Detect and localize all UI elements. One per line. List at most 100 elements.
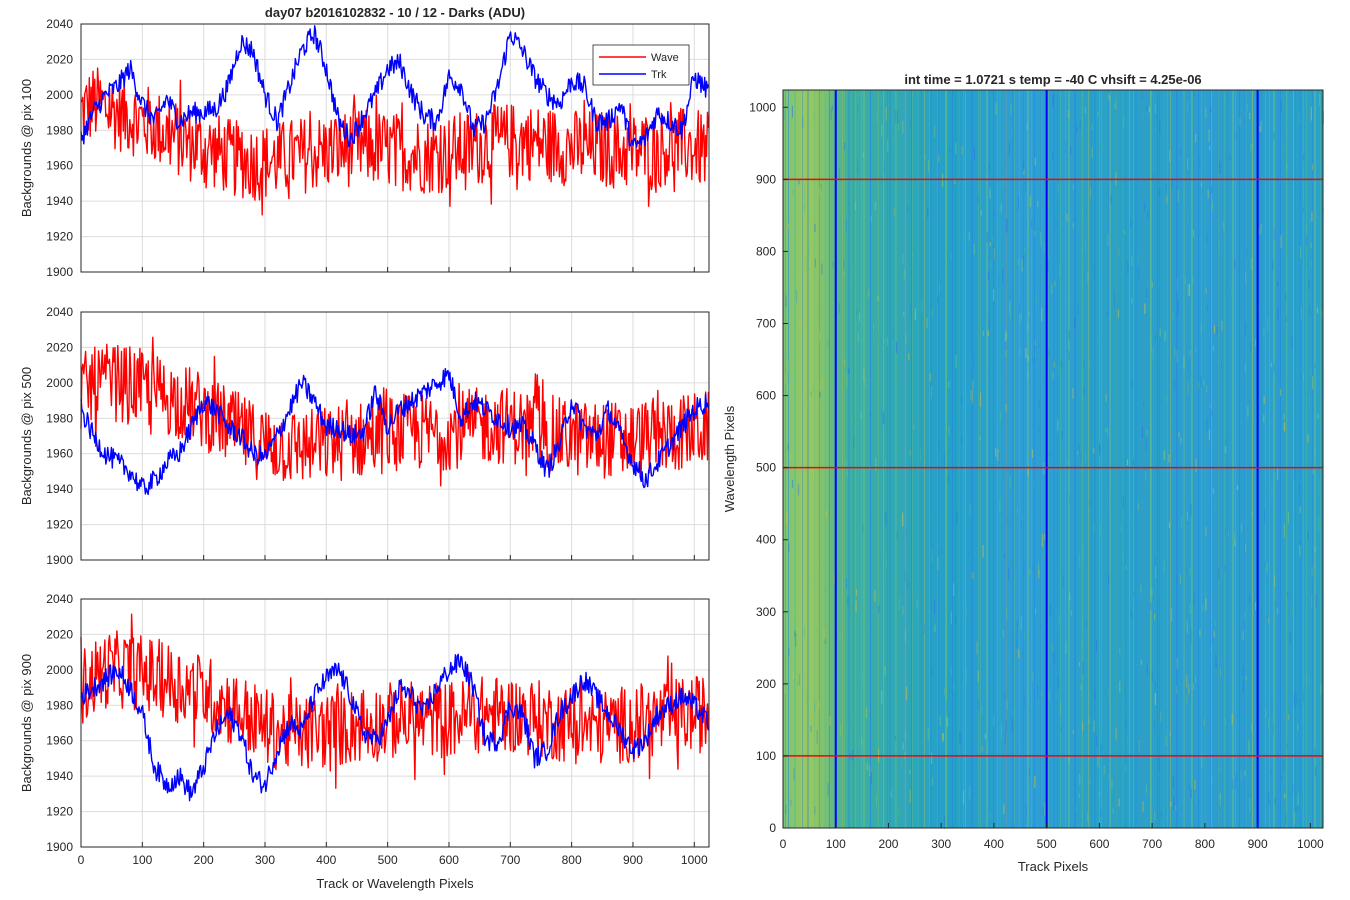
heatmap-speckle	[1169, 732, 1171, 737]
heatmap-speckle	[1219, 799, 1221, 811]
heatmap-speckle	[1229, 154, 1231, 160]
heatmap-speckle	[858, 312, 861, 321]
heatmap-speckle	[1186, 511, 1188, 521]
heatmap-speckle	[1280, 235, 1282, 249]
heatmap-speckle	[886, 337, 889, 346]
heatmap-speckle	[1281, 775, 1283, 781]
heatmap-speckle	[1091, 439, 1093, 453]
heatmap-speckle	[1188, 684, 1190, 695]
heatmap-speckle	[884, 573, 887, 578]
heatmap-speckle	[1099, 443, 1101, 456]
x-tick-label: 1000	[1297, 837, 1324, 851]
heatmap-speckle	[791, 105, 793, 118]
heatmap-speckle	[814, 223, 816, 232]
heatmap-speckle	[1287, 714, 1290, 720]
heatmap-speckle	[940, 547, 942, 554]
heatmap-speckle	[1245, 321, 1247, 336]
heatmap-speckle	[1124, 175, 1126, 183]
heatmap-speckle	[872, 326, 874, 332]
heatmap-speckle	[951, 428, 953, 434]
legend[interactable]: Wave Trk	[592, 44, 690, 86]
heatmap-speckle	[1138, 264, 1140, 279]
heatmap-speckle	[1072, 729, 1074, 734]
heatmap-speckle	[981, 746, 983, 752]
heatmap-speckle	[993, 248, 995, 259]
heatmap-speckle	[1154, 693, 1156, 705]
heatmap-speckle	[1053, 361, 1055, 368]
heatmap-speckle	[1075, 806, 1077, 811]
heatmap-speckle	[926, 318, 928, 329]
heatmap-speckle	[819, 391, 821, 398]
heatmap-speckle	[989, 812, 991, 820]
heatmap-speckle	[798, 673, 801, 685]
heatmap-speckle	[1267, 318, 1269, 332]
heatmap-speckle	[1297, 793, 1299, 805]
heatmap-speckle	[1122, 496, 1124, 509]
heatmap-speckle	[1043, 241, 1045, 254]
y-axis-label: Backgrounds @ pix 900	[19, 654, 34, 792]
heatmap-speckle	[909, 770, 911, 775]
heatmap-speckle	[1190, 788, 1192, 798]
heatmap-speckle	[1000, 203, 1002, 213]
heatmap-speckle	[1118, 798, 1120, 807]
heatmap-speckle	[1206, 234, 1209, 243]
heatmap-speckle	[1269, 799, 1271, 807]
heatmap-speckle	[839, 631, 841, 641]
heatmap-speckle	[1032, 358, 1035, 364]
heatmap-speckle	[881, 124, 883, 136]
heatmap-speckle	[1070, 146, 1072, 155]
heatmap-speckle	[1297, 724, 1299, 731]
heatmap-speckle	[1053, 652, 1055, 664]
series-wave	[80, 613, 710, 789]
heatmap-speckle	[822, 378, 824, 391]
heatmap-speckle	[1210, 647, 1212, 654]
heatmap-speckle	[1006, 699, 1008, 710]
heatmap-speckle	[1285, 813, 1287, 825]
heatmap-speckle	[932, 541, 934, 555]
heatmap-speckle	[1016, 620, 1018, 634]
heatmap-speckle	[1192, 683, 1195, 690]
heatmap-speckle	[997, 559, 999, 565]
heatmap-speckle	[1105, 427, 1107, 433]
heatmap-speckle	[1211, 775, 1213, 784]
heatmap-speckle	[910, 304, 912, 317]
heatmap-speckle	[1193, 90, 1195, 96]
heatmap-speckle	[1200, 323, 1202, 335]
heatmap-speckle	[852, 749, 854, 761]
heatmap-speckle	[1160, 711, 1162, 722]
heatmap-speckle	[1310, 106, 1312, 121]
heatmap-speckle	[1159, 328, 1161, 337]
heatmap-speckle	[1284, 793, 1286, 799]
heatmap-speckle	[1138, 740, 1140, 753]
x-tick-label: 200	[878, 837, 898, 851]
heatmap-speckle	[1041, 691, 1043, 698]
heatmap-speckle	[931, 777, 934, 786]
heatmap-speckle	[1008, 567, 1010, 581]
heatmap-speckle	[1008, 142, 1010, 156]
y-tick-label: 700	[756, 317, 776, 331]
heatmap-speckle	[1277, 308, 1279, 320]
heatmap-speckle	[1047, 259, 1049, 272]
y-tick-label: 2020	[46, 627, 73, 641]
heatmap-speckle	[1144, 303, 1146, 314]
y-tick-label: 2020	[46, 340, 73, 354]
heatmap-speckle	[1276, 281, 1279, 288]
y-tick-label: 1900	[46, 265, 73, 279]
heatmap-speckle	[1223, 566, 1226, 571]
y-tick-label: 1940	[46, 482, 73, 496]
y-tick-label: 2000	[46, 376, 73, 390]
heatmap-speckle	[845, 460, 847, 466]
heatmap-speckle	[1087, 271, 1089, 283]
heatmap-speckle	[1132, 518, 1134, 525]
heatmap-speckle	[1216, 327, 1218, 335]
heatmap-speckle	[894, 735, 897, 741]
heatmap-speckle	[1066, 459, 1068, 466]
heatmap-speckle	[937, 296, 939, 303]
heatmap-speckle	[1193, 106, 1195, 116]
heatmap-speckle	[853, 712, 855, 721]
heatmap-speckle	[1176, 658, 1178, 669]
x-tick-marks	[80, 267, 695, 272]
heatmap-speckle	[1047, 198, 1049, 209]
heatmap-speckle	[1211, 410, 1213, 416]
heatmap-speckle	[1024, 695, 1026, 706]
